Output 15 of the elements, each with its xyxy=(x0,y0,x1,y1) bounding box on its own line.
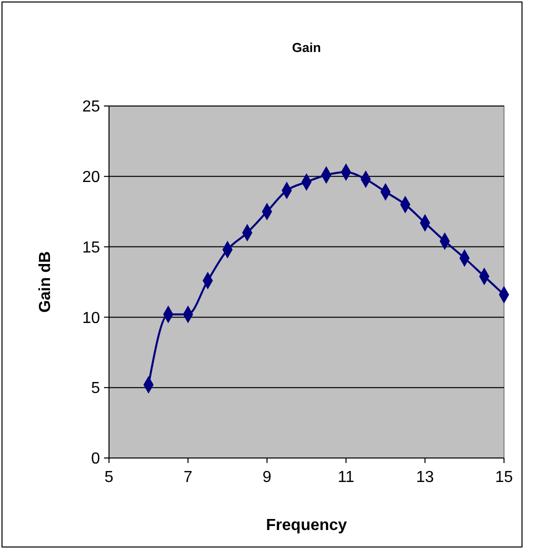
y-tick-label: 15 xyxy=(82,239,100,256)
y-tick-label: 25 xyxy=(82,98,100,116)
y-tick-label: 10 xyxy=(82,310,100,327)
x-tick-label: 9 xyxy=(262,469,272,486)
chart-title: Gain xyxy=(292,40,321,55)
y-tick-label: 20 xyxy=(82,169,100,186)
y-tick-label: 5 xyxy=(91,380,100,398)
y-axis-title: Gain dB xyxy=(37,251,54,313)
y-tick-label: 0 xyxy=(91,450,100,468)
x-axis-title: Frequency xyxy=(266,517,348,534)
x-tick-label: 13 xyxy=(416,469,434,486)
x-tick-label: 5 xyxy=(104,469,114,486)
x-tick-label: 7 xyxy=(184,469,193,486)
x-tick-label: 11 xyxy=(338,469,354,486)
x-tick-label: 15 xyxy=(495,469,513,486)
